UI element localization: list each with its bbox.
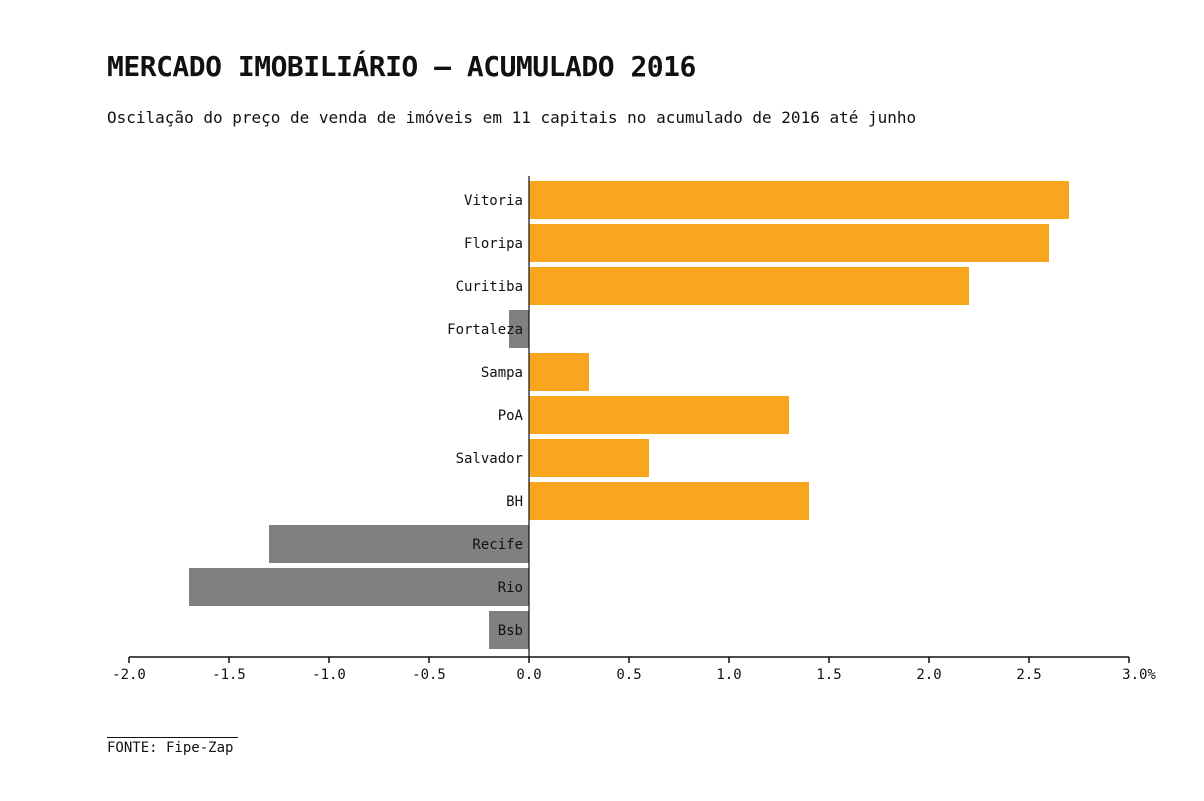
category-label-fortaleza: Fortaleza: [447, 322, 523, 338]
category-label-poa: PoA: [498, 408, 524, 424]
bar-sampa: [529, 353, 589, 391]
category-label-recife: Recife: [472, 537, 523, 553]
bar-poa: [529, 396, 789, 434]
category-label-salvador: Salvador: [456, 451, 523, 467]
bar-vitoria: [529, 181, 1069, 219]
x-tick-label: 3.0%: [1122, 667, 1156, 683]
x-tick-label: 0.0: [516, 667, 541, 683]
bar-bh: [529, 482, 809, 520]
x-tick-label: -2.0: [112, 667, 146, 683]
source-note: FONTE: Fipe-Zap: [107, 740, 234, 756]
bar-curitiba: [529, 267, 969, 305]
category-label-floripa: Floripa: [464, 236, 523, 252]
x-tick-label: -0.5: [412, 667, 446, 683]
category-label-vitoria: Vitoria: [464, 193, 523, 209]
bar-salvador: [529, 439, 649, 477]
bar-fortaleza: [509, 310, 529, 348]
x-tick-label: -1.0: [312, 667, 346, 683]
bar-floripa: [529, 224, 1049, 262]
bar-recife: [269, 525, 529, 563]
chart-title: MERCADO IMOBILIÁRIO – ACUMULADO 2016: [107, 50, 696, 83]
source-divider: [107, 737, 238, 738]
x-tick-label: 1.5: [816, 667, 841, 683]
category-labels-layer: Vitoria Floripa Curitiba Fortaleza Sampa PoA S…: [447, 193, 523, 639]
x-tick-label: 1.0: [716, 667, 741, 683]
x-tick-label: -1.5: [212, 667, 246, 683]
category-label-curitiba: Curitiba: [456, 279, 523, 295]
x-tick-label: 0.5: [616, 667, 641, 683]
category-label-bh: BH: [506, 494, 523, 510]
x-tick-label: 2.5: [1016, 667, 1041, 683]
bar-bsb: [489, 611, 529, 649]
x-axis: -2.0 -1.5 -1.0 -0.5 0.0 0.5 1.0 1.5 2.0 2.5 3.0%: [112, 176, 1156, 683]
x-tick-label: 2.0: [916, 667, 941, 683]
category-label-bsb: Bsb: [498, 623, 523, 639]
category-label-rio: Rio: [498, 580, 523, 596]
category-label-sampa: Sampa: [481, 365, 523, 381]
bars-layer: [189, 181, 1069, 649]
chart-subtitle: Oscilação do preço de venda de imóveis e…: [107, 108, 917, 127]
bar-rio: [189, 568, 529, 606]
